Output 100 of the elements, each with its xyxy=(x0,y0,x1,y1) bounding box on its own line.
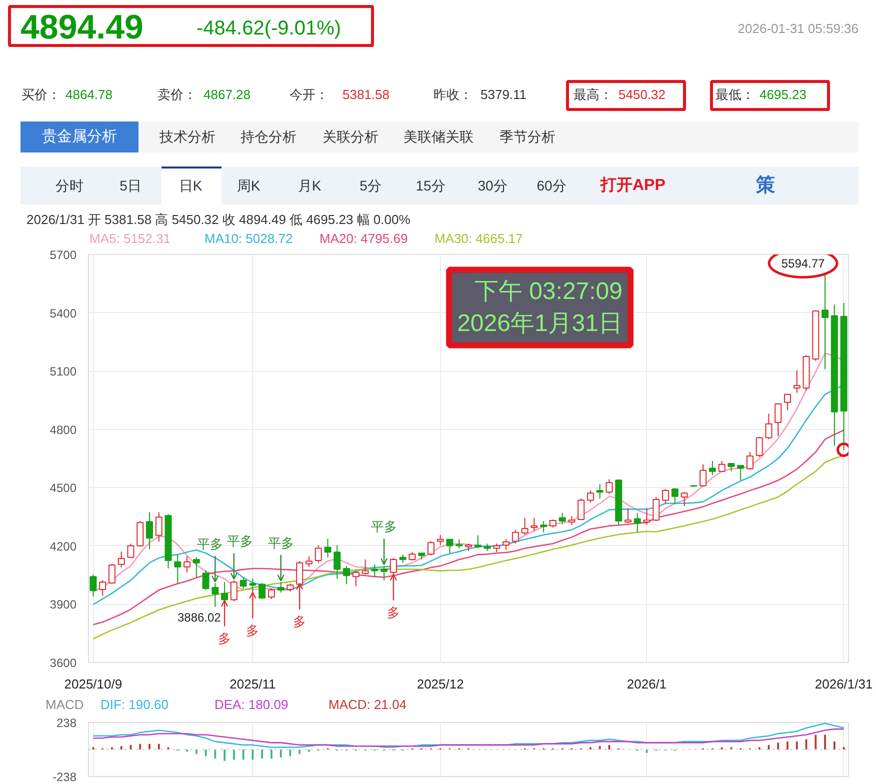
candlestick xyxy=(127,543,134,558)
candlestick xyxy=(305,556,312,568)
y-tick-label: 4800 xyxy=(50,422,77,437)
candlestick xyxy=(540,520,548,533)
candlestick xyxy=(108,563,116,584)
candlestick xyxy=(136,520,144,548)
candlestick xyxy=(502,538,510,550)
candlestick xyxy=(118,551,125,568)
candlestick xyxy=(774,402,782,437)
text: 关联分析 xyxy=(322,128,378,144)
candlestick xyxy=(184,556,191,573)
candlestick xyxy=(230,580,238,602)
y-tick-label: 5400 xyxy=(50,306,77,320)
text: 5日 xyxy=(120,178,142,194)
candlestick xyxy=(521,517,528,536)
candlestick xyxy=(784,393,792,411)
text: 60分 xyxy=(536,178,566,194)
text: 策 xyxy=(755,175,775,196)
candlestick xyxy=(240,576,247,589)
candlestick xyxy=(512,529,519,544)
candlestick xyxy=(652,496,660,522)
candlestick xyxy=(700,464,707,488)
candlestick xyxy=(662,488,670,504)
candlestick xyxy=(624,508,632,524)
text: MA10: 5028.72 xyxy=(204,231,293,246)
y-tick-label: -238 xyxy=(52,770,77,784)
candlestick xyxy=(530,517,538,532)
text: 2026/1/31 开 5381.58 高 5450.32 收 4894.49 低 4695.23 幅 0.00% xyxy=(26,212,411,227)
candlestick xyxy=(174,554,182,584)
x-tick-label: 2026/1 xyxy=(626,676,667,692)
candlestick xyxy=(334,544,341,580)
x-tick-label: 2025/11 xyxy=(230,676,276,692)
candlestick xyxy=(362,559,369,576)
candlestick xyxy=(314,544,322,564)
candlestick xyxy=(596,484,604,500)
candlestick xyxy=(737,464,744,481)
candlestick xyxy=(718,460,726,472)
annotation: 平多 xyxy=(226,534,253,549)
candlestick xyxy=(756,436,763,458)
text: 打开APP xyxy=(600,176,666,194)
candlestick xyxy=(380,565,388,581)
text: 贵金属分析 xyxy=(42,128,117,145)
candlestick xyxy=(708,460,716,476)
series-label: DEA: 180.09 xyxy=(214,697,288,712)
candlestick xyxy=(324,538,332,558)
chart-subtitle: -484.62(-9.01%) xyxy=(196,18,342,40)
annotation: 多 xyxy=(246,622,260,638)
text: 30分 xyxy=(478,178,508,194)
candlestick xyxy=(268,588,275,600)
candlestick xyxy=(155,512,162,542)
candlestick xyxy=(793,370,800,394)
candlestick xyxy=(202,570,210,591)
candlestick xyxy=(146,512,153,550)
y-tick-label: 3600 xyxy=(50,656,77,670)
candlestick xyxy=(258,582,266,600)
y-tick-label: 4500 xyxy=(50,481,77,496)
candlestick xyxy=(586,490,594,504)
candlestick xyxy=(436,534,444,546)
candlestick xyxy=(643,508,650,525)
text: 5分 xyxy=(360,178,382,194)
text: MA20: 4795.69 xyxy=(320,231,408,246)
text: 最高： xyxy=(574,87,612,102)
annotation: 5594.77 xyxy=(781,256,826,271)
series-label: DIF: 190.60 xyxy=(100,697,168,712)
annotation: 多 xyxy=(218,630,232,646)
y-tick-label: 4200 xyxy=(50,539,77,554)
x-tick-label: 2026/1/31 xyxy=(814,676,873,692)
annotation: 下午 03:27:09 xyxy=(474,278,623,305)
candlestick xyxy=(343,565,350,585)
text: 最低： xyxy=(716,87,754,102)
candlestick xyxy=(822,274,829,370)
annotation: 多 xyxy=(386,604,400,620)
text: 4695.23 xyxy=(760,87,806,102)
y-tick-label: 5100 xyxy=(50,364,77,379)
candlestick xyxy=(446,538,454,554)
candlestick xyxy=(99,580,106,596)
candlestick xyxy=(90,574,97,597)
annotation: 多 xyxy=(293,614,306,629)
text: 技术分析 xyxy=(158,128,216,144)
text: 4864.78 xyxy=(66,87,112,102)
annotation: 平多 xyxy=(197,536,224,552)
candlestick xyxy=(765,413,772,440)
y-tick-label: 238 xyxy=(56,716,77,730)
candlestick xyxy=(671,488,678,505)
y-tick-label: 3900 xyxy=(50,598,77,612)
text: 周K xyxy=(236,178,261,194)
text: 5450.32 xyxy=(618,87,666,102)
text: 4867.28 xyxy=(204,87,250,102)
candlestick xyxy=(352,570,360,587)
text: MA30: 4665.17 xyxy=(434,231,523,246)
annotation: 平多 xyxy=(371,519,398,534)
x-tick-label: 2025/10/9 xyxy=(64,676,122,692)
y-tick-label: 5700 xyxy=(50,248,77,262)
text: 5381.58 xyxy=(342,87,390,102)
text: 分时 xyxy=(56,178,84,194)
text: 季节分析 xyxy=(500,128,556,144)
candlestick xyxy=(427,540,434,556)
candlestick xyxy=(192,556,200,578)
text: 今开： xyxy=(290,87,328,102)
annotation: 2026年1月31日 xyxy=(457,310,623,338)
